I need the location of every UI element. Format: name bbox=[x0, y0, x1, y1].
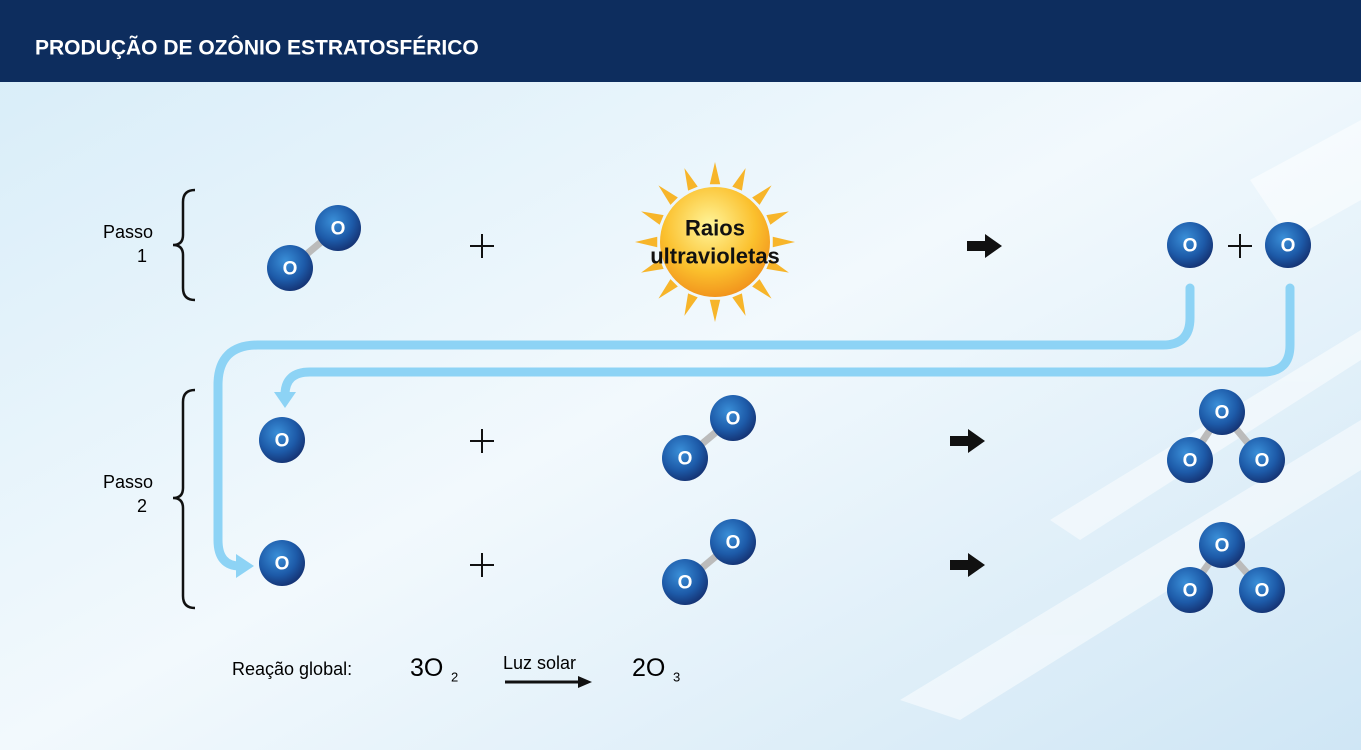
brace bbox=[172, 388, 196, 610]
atom-label: O bbox=[726, 409, 741, 430]
molecule: O bbox=[259, 540, 305, 586]
atom-label: O bbox=[678, 573, 693, 594]
sun-ray bbox=[709, 162, 721, 185]
reaction-arrow bbox=[950, 234, 1002, 577]
molecule: OO bbox=[662, 519, 756, 605]
atom-label: O bbox=[283, 259, 298, 280]
formula-sub: 3 bbox=[673, 670, 680, 685]
molecule: O bbox=[259, 417, 305, 463]
plus bbox=[470, 234, 1252, 577]
atom bbox=[1265, 222, 1311, 268]
atom bbox=[1199, 389, 1245, 435]
atom bbox=[710, 395, 756, 441]
atom bbox=[1167, 222, 1213, 268]
step-label: Passo bbox=[103, 222, 153, 242]
atom-label: O bbox=[1183, 236, 1198, 257]
atom-label: O bbox=[1183, 451, 1198, 472]
atom bbox=[315, 205, 361, 251]
sun-ray bbox=[752, 185, 772, 205]
sun-ray bbox=[641, 211, 664, 225]
flow-pipe bbox=[213, 283, 1295, 571]
flow-arrowhead bbox=[236, 554, 254, 578]
sun-ray bbox=[658, 279, 678, 299]
global-label: Reação global: bbox=[232, 659, 352, 679]
atom bbox=[710, 519, 756, 565]
atom bbox=[1167, 567, 1213, 613]
sun-ray bbox=[766, 259, 789, 273]
molecule: OO bbox=[662, 395, 756, 481]
atom-label: O bbox=[1215, 403, 1230, 424]
atom bbox=[259, 540, 305, 586]
atom bbox=[662, 559, 708, 605]
atom-label: O bbox=[1183, 581, 1198, 602]
formula-sub: 2 bbox=[451, 670, 458, 685]
sun-ray bbox=[658, 185, 678, 205]
sun-ray bbox=[709, 299, 721, 322]
step-label: Passo bbox=[103, 472, 153, 492]
molecule: O O O bbox=[1167, 522, 1285, 613]
atom-label: O bbox=[331, 219, 346, 240]
atom bbox=[1239, 567, 1285, 613]
sun bbox=[635, 162, 795, 322]
molecule: OO bbox=[267, 205, 361, 291]
atom bbox=[1199, 522, 1245, 568]
atom-label: O bbox=[678, 449, 693, 470]
atom bbox=[259, 417, 305, 463]
atom bbox=[267, 245, 313, 291]
formula: 3O bbox=[410, 654, 443, 682]
molecule: O bbox=[1167, 222, 1213, 268]
atom-label: O bbox=[275, 431, 290, 452]
atom-label: O bbox=[275, 554, 290, 575]
formula: 2O bbox=[632, 654, 665, 682]
atom bbox=[1167, 437, 1213, 483]
brace bbox=[172, 188, 196, 302]
molecule: O O O bbox=[1167, 389, 1285, 483]
atom-label: O bbox=[726, 533, 741, 554]
sun-ray bbox=[732, 293, 746, 316]
uv-label: ultravioletas bbox=[650, 244, 780, 269]
uv-label: Raios bbox=[685, 216, 745, 241]
sun-ray bbox=[772, 236, 795, 248]
sun-ray bbox=[684, 168, 698, 191]
header-bar bbox=[0, 0, 1361, 82]
sun-ray bbox=[732, 168, 746, 191]
step-label: 2 bbox=[137, 496, 147, 516]
condition: Luz solar bbox=[503, 653, 576, 673]
atom-label: O bbox=[1255, 451, 1270, 472]
sun-ray bbox=[641, 259, 664, 273]
sun-ray bbox=[766, 211, 789, 225]
atom-label: O bbox=[1281, 236, 1296, 257]
sun-ray bbox=[635, 236, 658, 248]
flow-arrowhead bbox=[274, 392, 296, 408]
atom-label: O bbox=[1255, 581, 1270, 602]
sun-ray bbox=[684, 293, 698, 316]
sun-ray bbox=[752, 279, 772, 299]
step-label: 1 bbox=[137, 246, 147, 266]
atom bbox=[1239, 437, 1285, 483]
atom bbox=[662, 435, 708, 481]
sun-disk bbox=[660, 187, 770, 297]
condition-arrow-head bbox=[578, 676, 592, 688]
molecule: O bbox=[1265, 222, 1311, 268]
title: PRODUÇÃO DE OZÔNIO ESTRATOSFÉRICO bbox=[35, 36, 479, 60]
atom-label: O bbox=[1215, 536, 1230, 557]
